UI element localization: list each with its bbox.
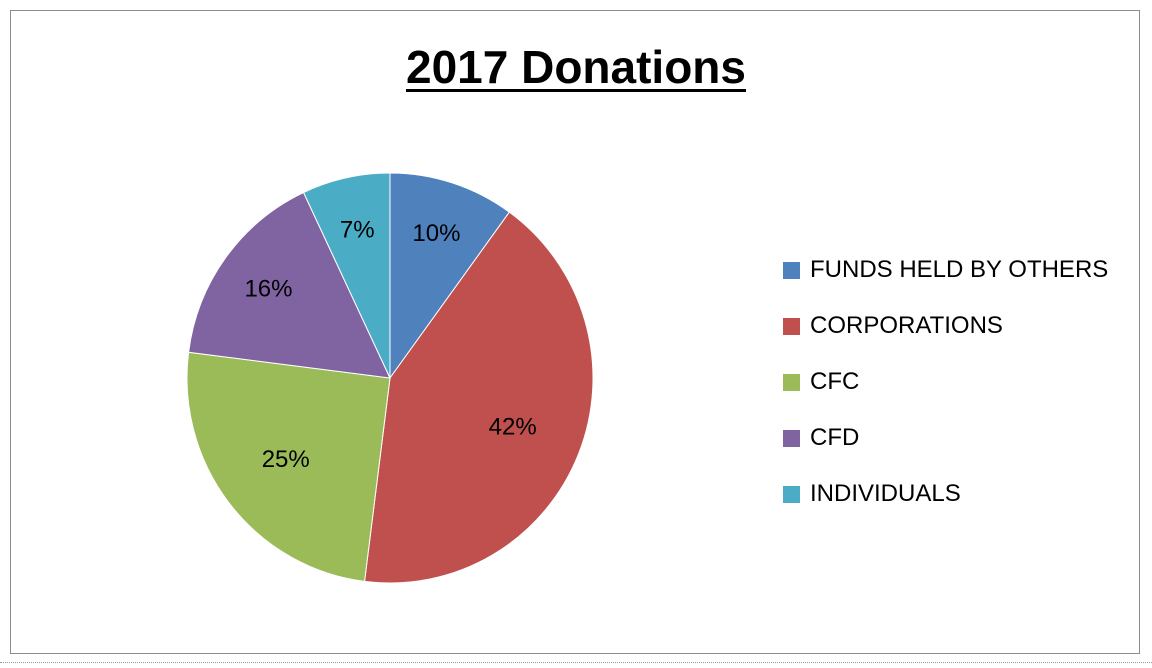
- page-divider: [0, 662, 1152, 663]
- legend-label: INDIVIDUALS: [810, 480, 961, 507]
- pie-slice-cfd: [188, 191, 391, 379]
- slice-data-label: 25%: [262, 446, 310, 473]
- legend-item-cfc: CFC: [783, 367, 1108, 423]
- legend-label: CFC: [810, 368, 860, 395]
- legend-item-cfd: CFD: [783, 423, 1108, 479]
- legend-label: CFD: [810, 424, 860, 451]
- pie-slice-funds-held-by-others: [389, 172, 511, 380]
- slice-data-label: 7%: [340, 216, 375, 243]
- legend-item-corporations: CORPORATIONS: [783, 311, 1108, 367]
- legend-label: CORPORATIONS: [810, 312, 1003, 339]
- chart-title: 2017 Donations: [0, 40, 1152, 94]
- slice-data-label: 16%: [244, 275, 292, 302]
- legend-swatch: [783, 486, 800, 503]
- legend: FUNDS HELD BY OTHERS CORPORATIONS CFC CF…: [783, 255, 1108, 535]
- pie-slice-cfc: [186, 351, 391, 582]
- legend-swatch: [783, 430, 800, 447]
- legend-label: FUNDS HELD BY OTHERS: [810, 256, 1109, 283]
- pie-slice-corporations: [363, 211, 594, 584]
- chart-title-text: 2017 Donations: [406, 41, 746, 93]
- slice-data-label: 42%: [489, 414, 537, 441]
- legend-swatch: [783, 318, 800, 335]
- legend-swatch: [783, 262, 800, 279]
- legend-item-funds-held-by-others: FUNDS HELD BY OTHERS: [783, 255, 1108, 311]
- legend-swatch: [783, 374, 800, 391]
- slice-data-label: 10%: [412, 220, 460, 247]
- pie-slice-individuals: [302, 172, 391, 379]
- legend-item-individuals: INDIVIDUALS: [783, 479, 1108, 535]
